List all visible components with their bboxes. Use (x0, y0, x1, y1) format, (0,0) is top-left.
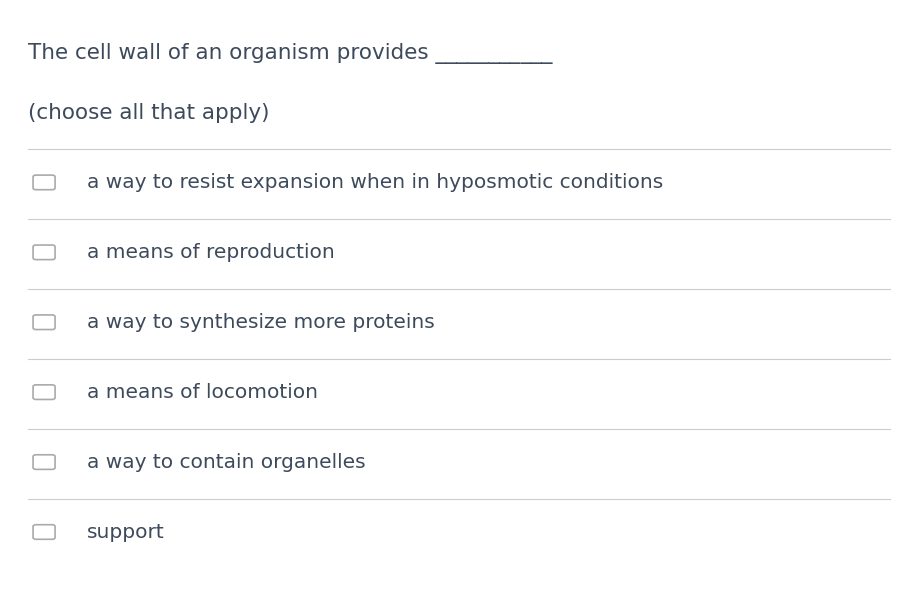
Text: (choose all that apply): (choose all that apply) (28, 103, 269, 123)
Text: a means of locomotion: a means of locomotion (87, 382, 319, 402)
Text: a way to resist expansion when in hyposmotic conditions: a way to resist expansion when in hyposm… (87, 173, 664, 192)
FancyBboxPatch shape (33, 525, 55, 539)
FancyBboxPatch shape (33, 315, 55, 330)
Text: a way to synthesize more proteins: a way to synthesize more proteins (87, 313, 435, 332)
FancyBboxPatch shape (33, 455, 55, 469)
Text: a means of reproduction: a means of reproduction (87, 243, 335, 262)
FancyBboxPatch shape (33, 385, 55, 399)
FancyBboxPatch shape (33, 245, 55, 260)
Text: support: support (87, 522, 165, 542)
FancyBboxPatch shape (33, 175, 55, 190)
Text: a way to contain organelles: a way to contain organelles (87, 452, 366, 472)
Text: The cell wall of an organism provides ___________: The cell wall of an organism provides __… (28, 43, 552, 64)
